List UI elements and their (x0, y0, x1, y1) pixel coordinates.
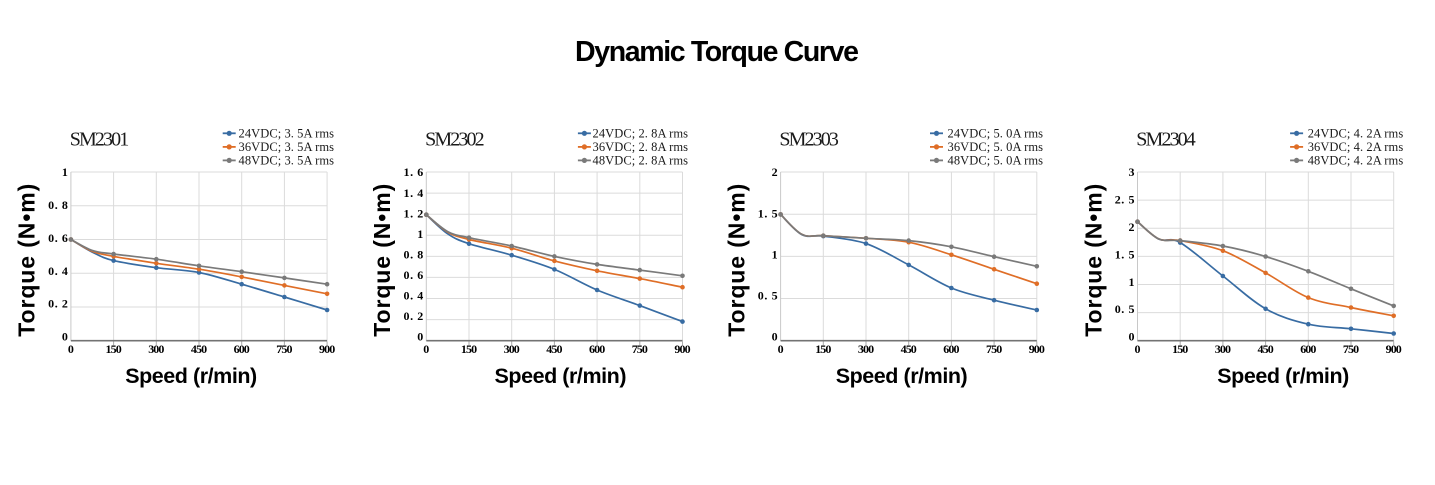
svg-text:0: 0 (1129, 330, 1135, 344)
svg-text:0. 2: 0. 2 (48, 297, 68, 311)
svg-text:36VDC; 4. 2A rms: 36VDC; 4. 2A rms (1308, 140, 1404, 154)
svg-text:0: 0 (1135, 342, 1141, 356)
svg-text:24VDC; 2. 8A rms: 24VDC; 2. 8A rms (593, 127, 689, 141)
svg-text:0. 8: 0. 8 (404, 247, 424, 261)
svg-text:48VDC; 4. 2A rms: 48VDC; 4. 2A rms (1308, 154, 1404, 168)
svg-text:Speed (r/min): Speed (r/min) (1217, 364, 1349, 388)
svg-text:1: 1 (772, 247, 778, 261)
svg-text:0. 5: 0. 5 (758, 288, 778, 302)
svg-text:0. 5: 0. 5 (1115, 302, 1135, 316)
svg-text:0. 6: 0. 6 (48, 231, 68, 245)
svg-text:Torque (N•m): Torque (N•m) (369, 184, 395, 337)
svg-text:900: 900 (1029, 342, 1045, 356)
svg-text:2. 5: 2. 5 (1115, 193, 1135, 207)
svg-text:150: 150 (461, 342, 477, 356)
svg-text:Speed (r/min): Speed (r/min) (125, 364, 257, 388)
svg-text:Torque (N•m): Torque (N•m) (1080, 184, 1106, 337)
svg-text:1. 4: 1. 4 (404, 186, 424, 200)
svg-text:1. 5: 1. 5 (758, 206, 778, 220)
svg-text:450: 450 (546, 342, 562, 356)
svg-text:Torque (N•m): Torque (N•m) (723, 184, 749, 337)
svg-text:2: 2 (1129, 220, 1135, 234)
svg-text:300: 300 (148, 342, 164, 356)
svg-text:3: 3 (1129, 165, 1135, 179)
svg-text:Speed (r/min): Speed (r/min) (495, 364, 627, 388)
svg-text:0: 0 (62, 330, 68, 344)
svg-text:36VDC; 2. 8A rms: 36VDC; 2. 8A rms (593, 140, 689, 154)
svg-text:0: 0 (778, 342, 784, 356)
svg-text:2: 2 (772, 165, 778, 179)
svg-text:0. 8: 0. 8 (48, 198, 68, 212)
svg-text:36VDC; 5. 0A rms: 36VDC; 5. 0A rms (948, 140, 1044, 154)
svg-text:48VDC; 3. 5A rms: 48VDC; 3. 5A rms (239, 154, 335, 168)
svg-text:750: 750 (632, 342, 648, 356)
svg-text:1. 6: 1. 6 (404, 165, 424, 179)
svg-text:600: 600 (943, 342, 959, 356)
svg-text:Speed (r/min): Speed (r/min) (836, 364, 968, 388)
svg-text:600: 600 (234, 342, 250, 356)
svg-text:1. 5: 1. 5 (1115, 247, 1135, 261)
svg-text:300: 300 (504, 342, 520, 356)
svg-text:24VDC; 3. 5A rms: 24VDC; 3. 5A rms (239, 127, 335, 141)
svg-text:Torque (N•m): Torque (N•m) (14, 184, 40, 337)
svg-text:1. 2: 1. 2 (404, 206, 424, 220)
svg-text:48VDC; 5. 0A rms: 48VDC; 5. 0A rms (948, 154, 1044, 168)
svg-text:300: 300 (1215, 342, 1231, 356)
svg-text:0. 4: 0. 4 (48, 264, 68, 278)
svg-text:1: 1 (417, 227, 423, 241)
svg-text:900: 900 (1386, 342, 1402, 356)
svg-text:SM2301: SM2301 (70, 128, 130, 150)
svg-text:300: 300 (858, 342, 874, 356)
svg-text:150: 150 (1172, 342, 1188, 356)
svg-text:750: 750 (1343, 342, 1359, 356)
svg-text:Dynamic Torque Curve: Dynamic Torque Curve (575, 36, 859, 68)
svg-text:1: 1 (62, 165, 68, 179)
svg-text:150: 150 (106, 342, 122, 356)
svg-text:SM2303: SM2303 (779, 128, 839, 150)
svg-text:150: 150 (815, 342, 831, 356)
svg-text:600: 600 (1300, 342, 1316, 356)
svg-text:0. 2: 0. 2 (404, 309, 424, 323)
svg-text:48VDC; 2. 8A rms: 48VDC; 2. 8A rms (593, 154, 689, 168)
svg-text:450: 450 (901, 342, 917, 356)
svg-text:24VDC; 5. 0A rms: 24VDC; 5. 0A rms (948, 127, 1044, 141)
svg-text:SM2302: SM2302 (425, 128, 485, 150)
svg-text:1: 1 (1129, 275, 1135, 289)
svg-text:SM2304: SM2304 (1136, 128, 1196, 150)
svg-text:900: 900 (319, 342, 335, 356)
svg-text:0. 6: 0. 6 (404, 268, 424, 282)
svg-text:750: 750 (986, 342, 1002, 356)
svg-text:750: 750 (276, 342, 292, 356)
svg-text:0. 4: 0. 4 (404, 288, 424, 302)
svg-text:600: 600 (589, 342, 605, 356)
svg-text:900: 900 (674, 342, 690, 356)
svg-text:0: 0 (772, 330, 778, 344)
svg-text:450: 450 (1258, 342, 1274, 356)
svg-text:450: 450 (191, 342, 207, 356)
svg-text:0: 0 (423, 342, 429, 356)
svg-text:0: 0 (417, 330, 423, 344)
svg-text:0: 0 (68, 342, 74, 356)
svg-text:24VDC; 4. 2A rms: 24VDC; 4. 2A rms (1308, 127, 1404, 141)
svg-text:36VDC; 3. 5A rms: 36VDC; 3. 5A rms (239, 140, 335, 154)
